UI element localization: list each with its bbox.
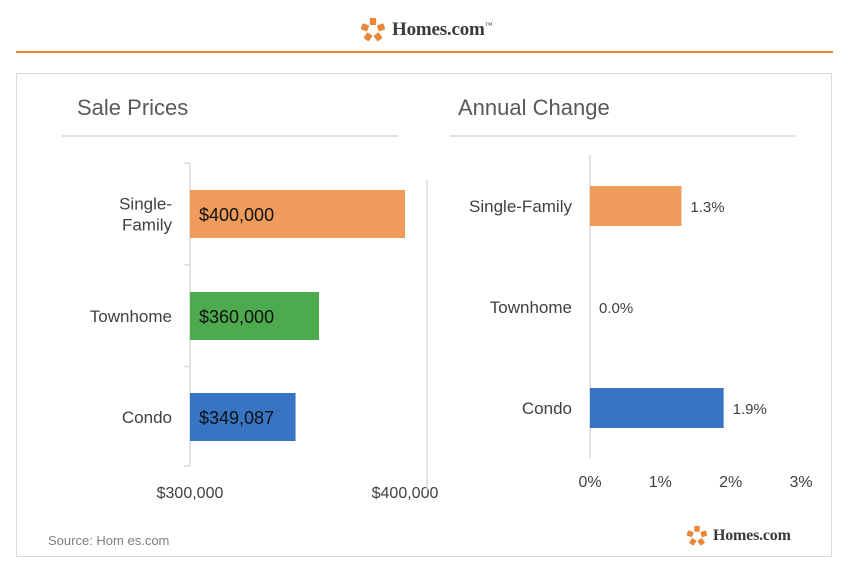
sale-prices-data-label-single-family: $400,000 (199, 205, 274, 225)
logo-top-text: Homes.com (392, 19, 485, 40)
annual-change-x-tick-label: 0% (578, 474, 601, 491)
header-divider (16, 51, 833, 53)
sale-prices-category-townhome: Townhome (90, 307, 172, 326)
annual-change-x-tick-label: 3% (789, 474, 812, 491)
annual-change-data-label-single-family: 1.3% (690, 199, 724, 216)
annual-change-x-tick-label: 1% (649, 474, 672, 491)
logo-bottom-text: Homes.com (713, 527, 791, 544)
annual-change-category-single-family: Single-Family (469, 197, 572, 216)
sale-prices-category-condo: Condo (122, 408, 172, 427)
sale-prices-x-tick-label: $300,000 (157, 485, 224, 502)
annual-change-bar-single-family (590, 186, 682, 226)
annual-change-data-label-townhome: 0.0% (599, 300, 633, 317)
sale-prices-category-single-family: Single-Family (119, 195, 172, 235)
annual-change-panel: Annual Change Single-Family Townhome Condo… (426, 95, 813, 491)
sale-prices-bar-condo (190, 393, 296, 441)
annual-change-category-condo: Condo (522, 399, 572, 418)
sale-prices-title: Sale Prices (77, 95, 188, 120)
annual-change-x-tick-label: 2% (719, 474, 742, 491)
annual-change-bar-condo (590, 388, 724, 428)
chart-frame (16, 73, 832, 557)
homes-logo-top[interactable]: Homes.com™ (360, 16, 492, 44)
annual-change-data-label-condo: 1.9% (733, 401, 767, 418)
sale-prices-bar-single-family (190, 190, 405, 238)
homes-logo-icon (360, 18, 386, 42)
logo-tm: ™ (484, 20, 493, 30)
sale-prices-data-label-condo: $349,087 (199, 408, 274, 428)
header: Homes.com™ (0, 0, 850, 52)
annual-change-category-townhome: Townhome (490, 298, 572, 317)
sale-prices-x-tick-label: $400,000 (372, 485, 439, 502)
homes-logo-bottom[interactable]: Homes.com (686, 524, 791, 548)
sale-prices-panel: Sale Prices Single-Family Townhome Condo $… (62, 95, 438, 502)
sale-prices-data-label-townhome: $360,000 (199, 307, 274, 327)
sale-prices-bar-townhome (190, 292, 319, 340)
homes-logo-icon-bottom (686, 525, 708, 546)
annual-change-title: Annual Change (458, 95, 610, 120)
source-note: Source: Hom es.com (48, 533, 170, 548)
